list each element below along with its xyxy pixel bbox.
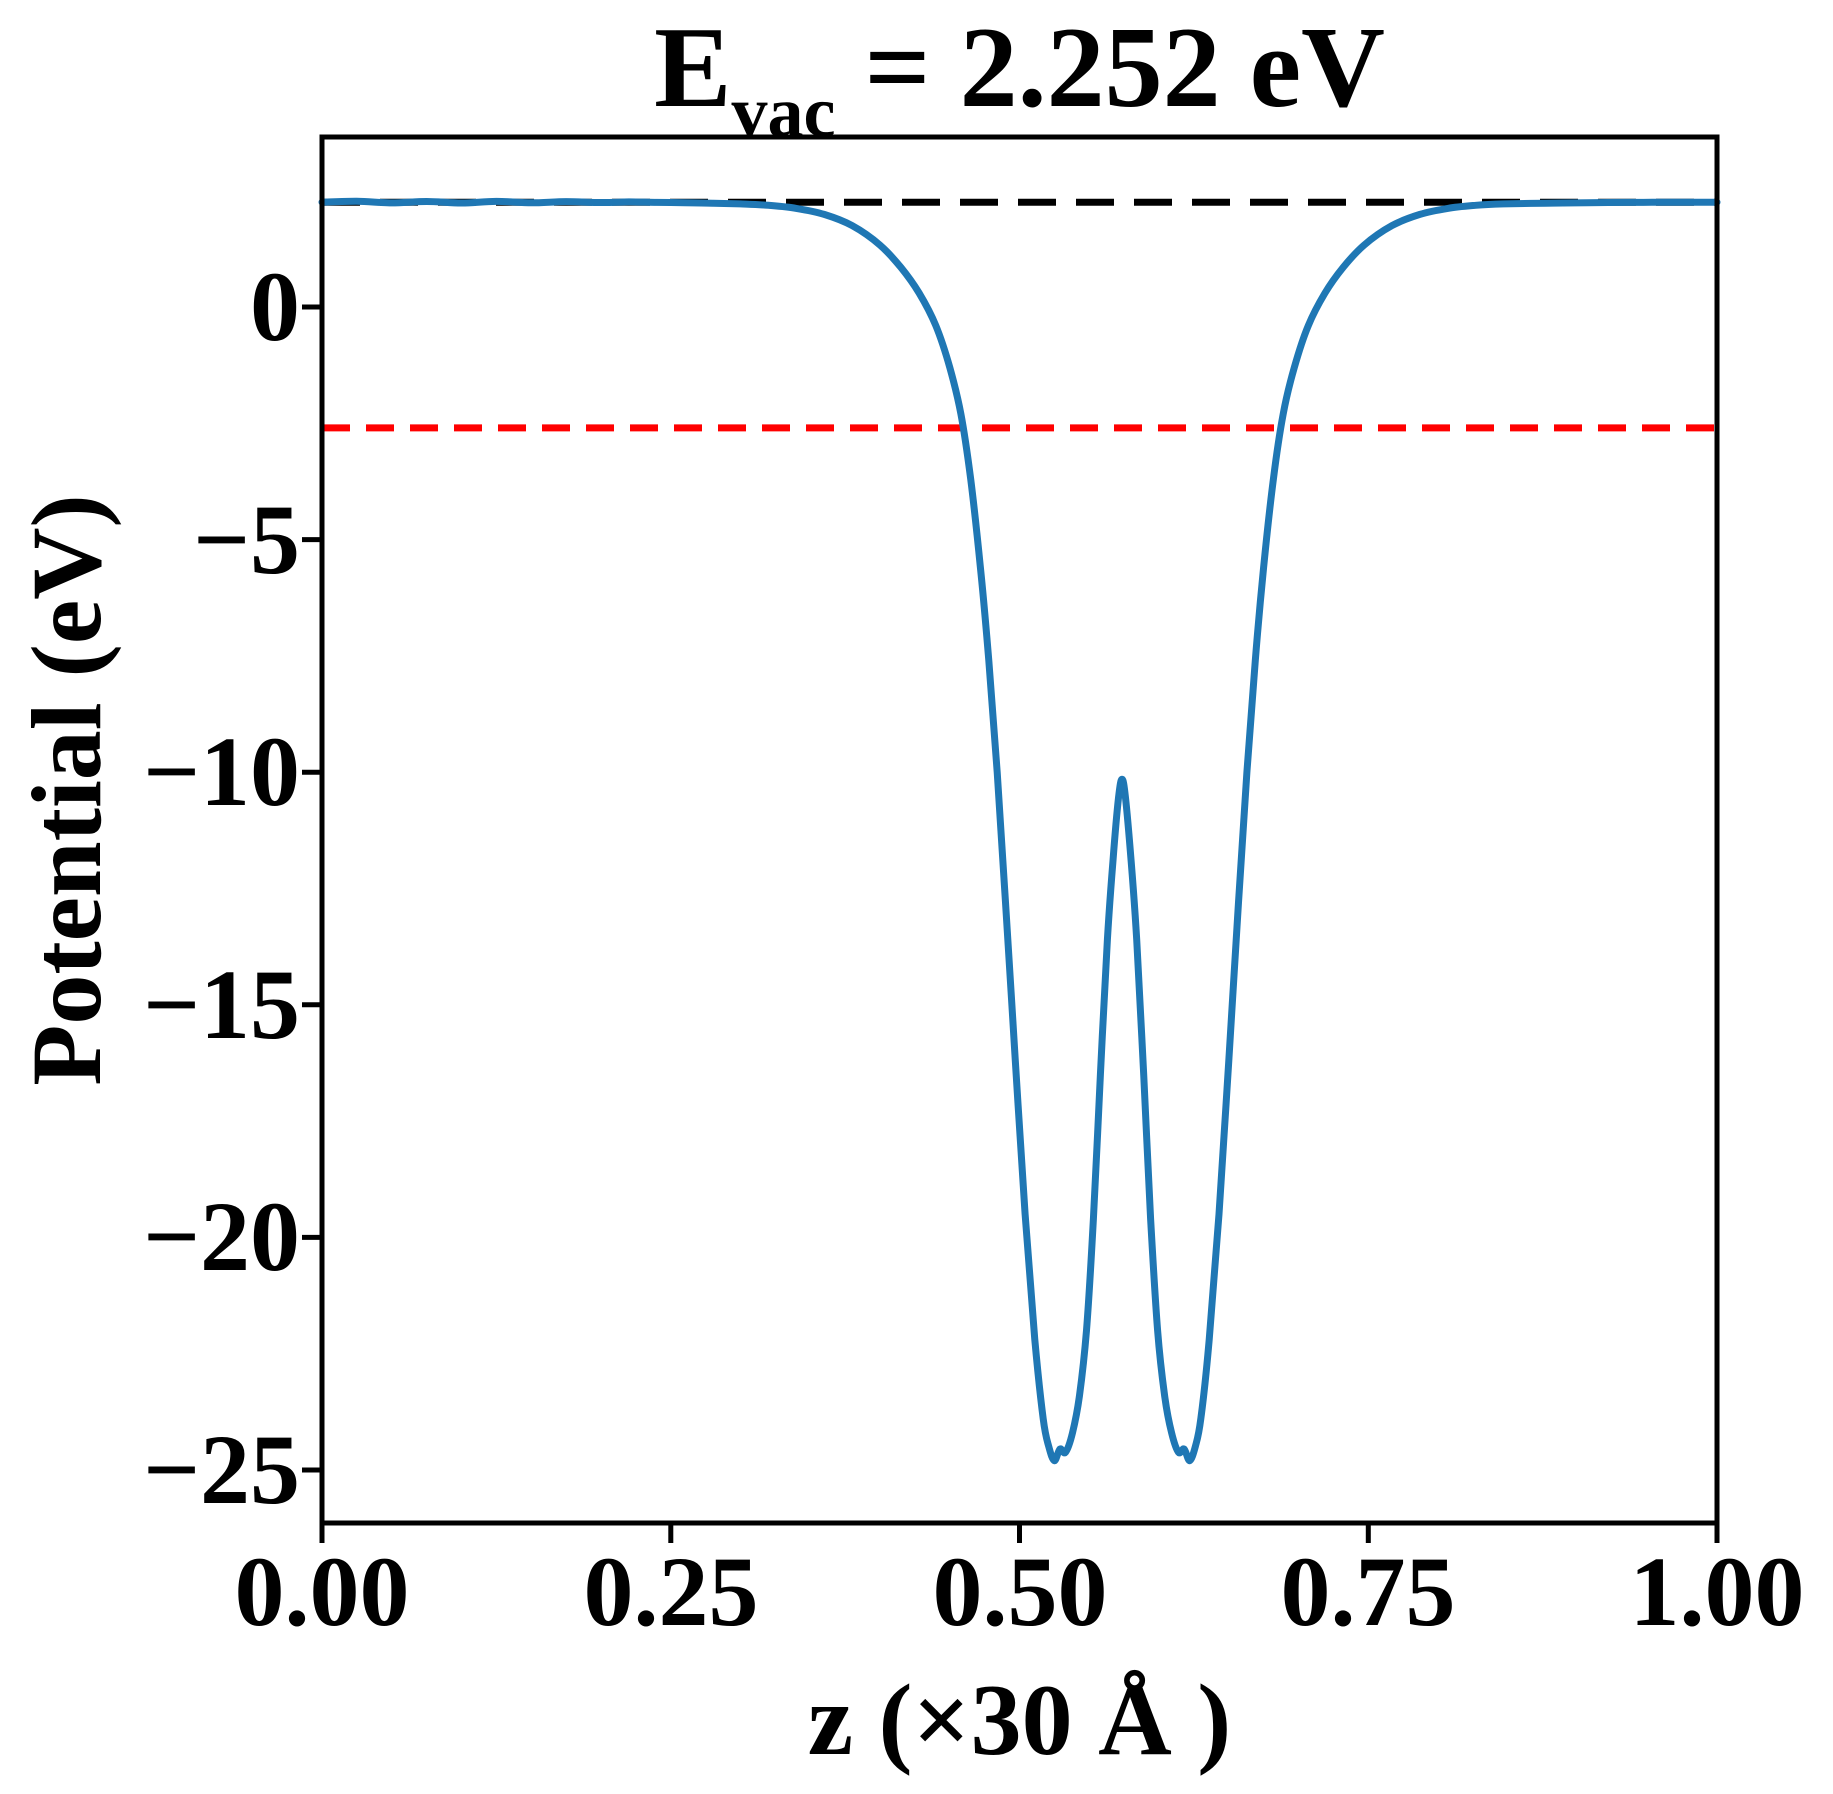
y-tick-label-1: −5 [193, 484, 300, 595]
y-tick-label-5: −25 [143, 1414, 300, 1525]
title-symbol: E [654, 4, 732, 132]
title-value: = 2.252 eV [835, 4, 1385, 132]
axes-spines [319, 134, 1720, 1526]
chart-title: Evac = 2.252 eV [322, 6, 1717, 174]
y-tick-label-4: −20 [143, 1181, 300, 1292]
y-tick-label-0: 0 [250, 251, 300, 362]
title-subscript: vac [731, 72, 836, 152]
x-tick-label-4: 1.00 [1629, 1536, 1805, 1647]
x-axis-label: z (×30 Å ) [807, 1664, 1232, 1777]
x-tick-label-2: 0.50 [932, 1536, 1108, 1647]
potential-curve [318, 197, 1721, 1465]
x-tick-label-3: 0.75 [1280, 1536, 1456, 1647]
y-tick-label-2: −10 [143, 716, 300, 827]
x-tick-label-1: 0.25 [583, 1536, 759, 1647]
y-tick-label-3: −15 [143, 949, 300, 1060]
x-tick-label-0: 0.00 [234, 1536, 410, 1647]
